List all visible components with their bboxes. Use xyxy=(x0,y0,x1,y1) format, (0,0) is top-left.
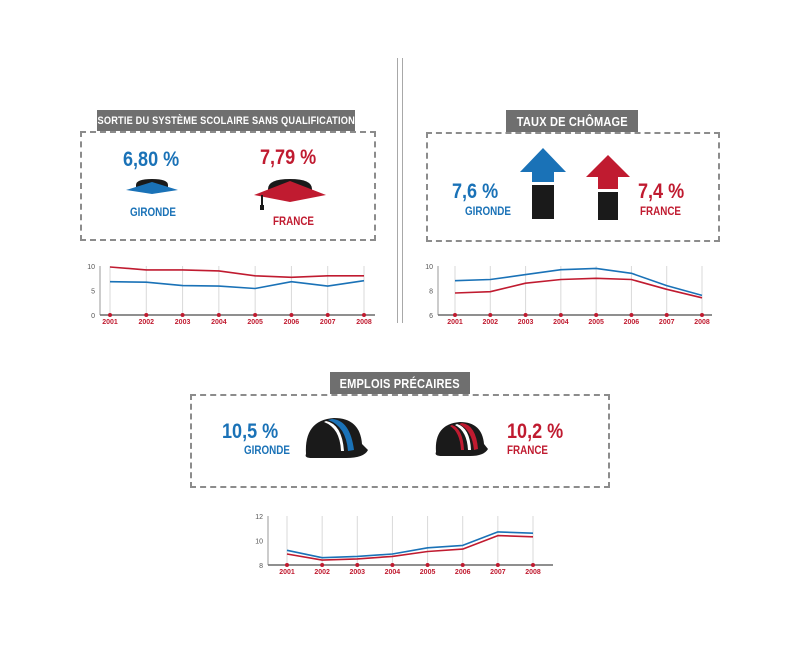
school-stats-box xyxy=(80,131,376,241)
x-tick-dot xyxy=(144,313,149,317)
precarious-stats-box xyxy=(190,394,610,488)
x-tick-label: 2004 xyxy=(553,319,569,326)
unemployment-panel-title: TAUX DE CHÔMAGE xyxy=(506,110,638,132)
y-tick-label: 8 xyxy=(259,563,263,570)
x-tick-label: 2006 xyxy=(455,569,471,576)
x-tick-label: 2008 xyxy=(356,319,372,326)
x-tick-label: 2001 xyxy=(279,569,295,576)
school-line-chart: 0 5 10 2001 2002 2003 2004 2005 2006 2007 2008 xyxy=(87,264,375,326)
x-tick-dot xyxy=(320,563,325,567)
precarious-france-value: 10,2 % xyxy=(507,420,564,443)
x-tick-dot xyxy=(531,563,535,567)
x-tick-label: 2003 xyxy=(518,319,534,326)
x-tick-label: 2005 xyxy=(420,569,436,576)
x-tick-dot xyxy=(216,313,221,317)
school-france-label: FRANCE xyxy=(273,214,314,228)
arrow-up-icon xyxy=(586,155,630,220)
unemployment-france-label: FRANCE xyxy=(640,204,681,218)
precarious-line-chart: 8 10 12 2001 2002 2003 2004 2005 2006 2007 2008 xyxy=(255,514,553,576)
x-tick-label: 2007 xyxy=(490,569,506,576)
x-tick-label: 2001 xyxy=(447,319,463,326)
precarious-panel-title: EMPLOIS PRÉCAIRES xyxy=(330,372,470,394)
x-tick-dot xyxy=(285,563,289,567)
x-tick-label: 2004 xyxy=(385,569,401,576)
x-tick-dot xyxy=(523,313,528,317)
unemployment-france-value: 7,4 % xyxy=(638,180,685,203)
x-tick-dot xyxy=(495,563,500,567)
unemployment-stats-box xyxy=(426,132,720,242)
x-tick-dot xyxy=(629,313,634,317)
x-tick-label: 2004 xyxy=(211,319,227,326)
series-line-france xyxy=(109,266,364,279)
unemployment-line-chart: 6 8 10 2001 2002 2003 2004 2005 2006 2007 2008 xyxy=(425,264,712,326)
x-tick-label: 2002 xyxy=(482,319,498,326)
precarious-title-text: EMPLOIS PRÉCAIRES xyxy=(339,375,461,391)
y-tick-label: 8 xyxy=(429,289,433,296)
x-tick-label: 2007 xyxy=(320,319,336,326)
x-tick-dot xyxy=(453,313,457,317)
school-gironde-value: 6,80 % xyxy=(123,148,180,171)
y-tick-label: 0 xyxy=(91,313,95,320)
series-line-gironde xyxy=(109,279,365,290)
x-tick-dot xyxy=(558,313,563,317)
x-tick-label: 2008 xyxy=(694,319,710,326)
x-tick-dot xyxy=(594,313,599,317)
hard-hat-icon xyxy=(305,418,368,458)
precarious-gironde-value: 10,5 % xyxy=(222,420,279,443)
x-tick-dot xyxy=(664,313,669,317)
school-gironde-label: GIRONDE xyxy=(130,205,176,219)
x-tick-dot xyxy=(700,313,704,317)
x-tick-label: 2002 xyxy=(138,319,154,326)
arrow-up-icon xyxy=(520,148,566,219)
school-france-value: 7,79 % xyxy=(260,146,317,169)
x-tick-label: 2006 xyxy=(624,319,640,326)
y-tick-label: 6 xyxy=(429,313,433,320)
y-tick-label: 10 xyxy=(87,264,95,271)
x-tick-label: 2005 xyxy=(588,319,604,326)
y-tick-label: 12 xyxy=(255,514,263,521)
x-tick-dot xyxy=(425,563,430,567)
precarious-france-label: FRANCE xyxy=(507,443,548,457)
x-tick-dot xyxy=(180,313,185,317)
x-tick-dot xyxy=(289,313,294,317)
series-line-gironde xyxy=(286,531,534,559)
school-title-text: SORTIE DU SYSTÈME SCOLAIRE SANS QUALIFIC… xyxy=(97,114,355,127)
y-tick-label: 10 xyxy=(255,539,263,546)
x-tick-label: 2008 xyxy=(525,569,541,576)
x-tick-label: 2005 xyxy=(247,319,263,326)
x-tick-label: 2003 xyxy=(175,319,191,326)
hard-hat-icon xyxy=(435,422,488,456)
x-tick-label: 2002 xyxy=(314,569,330,576)
x-tick-dot xyxy=(488,313,493,317)
series-line-france xyxy=(454,277,703,299)
y-tick-label: 5 xyxy=(91,289,95,296)
x-tick-dot xyxy=(355,563,360,567)
precarious-gironde-label: GIRONDE xyxy=(244,443,290,457)
x-tick-dot xyxy=(390,563,395,567)
graduation-cap-icon xyxy=(254,179,326,210)
x-tick-dot xyxy=(253,313,258,317)
x-tick-label: 2003 xyxy=(349,569,365,576)
series-line-gironde xyxy=(454,267,703,297)
x-tick-dot xyxy=(362,313,366,317)
unemployment-gironde-label: GIRONDE xyxy=(465,204,511,218)
unemployment-gironde-value: 7,6 % xyxy=(452,180,499,203)
school-panel-title: SORTIE DU SYSTÈME SCOLAIRE SANS QUALIFIC… xyxy=(97,110,355,131)
x-tick-label: 2001 xyxy=(102,319,118,326)
unemployment-title-text: TAUX DE CHÔMAGE xyxy=(516,113,628,129)
x-tick-dot xyxy=(460,563,465,567)
series-line-france xyxy=(286,534,534,561)
x-tick-label: 2006 xyxy=(284,319,300,326)
x-tick-dot xyxy=(325,313,330,317)
panel-divider xyxy=(397,58,403,323)
y-tick-label: 10 xyxy=(425,264,433,271)
x-tick-dot xyxy=(108,313,112,317)
x-tick-label: 2007 xyxy=(659,319,675,326)
graduation-cap-icon xyxy=(126,179,178,194)
